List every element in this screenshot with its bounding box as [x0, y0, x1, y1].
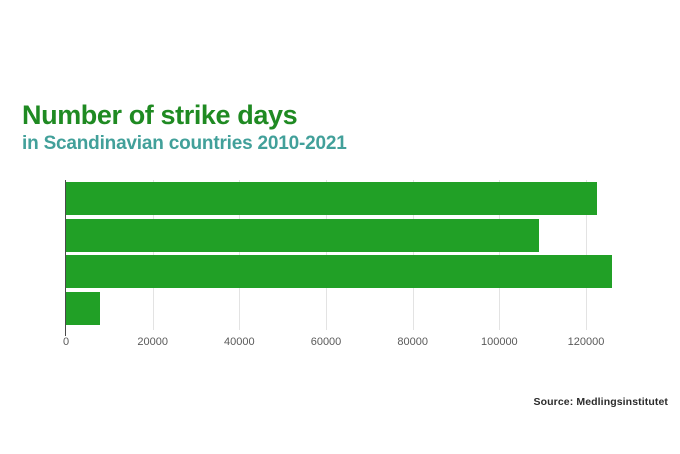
- x-tick-label: 40000: [224, 336, 255, 348]
- bar-norway[interactable]: [66, 255, 612, 288]
- x-tick-label: 20000: [137, 336, 168, 348]
- bar-row: [66, 291, 651, 325]
- bar-finland[interactable]: [66, 182, 597, 215]
- x-tick-label: 60000: [310, 336, 342, 348]
- x-tick-label: 0: [62, 336, 70, 348]
- x-tick-label: 120000: [567, 336, 605, 348]
- bar-denmark[interactable]: [66, 218, 540, 252]
- x-tick-label: 80000: [397, 336, 428, 348]
- y-axis-line: [65, 180, 67, 336]
- bar-row: [66, 255, 651, 288]
- plot-area: FinlandDenmarkNorwaySweden 0200004000060…: [63, 180, 651, 348]
- bar-row: [66, 182, 651, 215]
- chart-subtitle: in Scandinavian countries 2010-2021: [22, 133, 347, 154]
- bar-sweden[interactable]: [66, 291, 100, 325]
- chart-header: Number of strike days in Scandinavian co…: [22, 100, 542, 156]
- bar-row: [66, 218, 651, 252]
- x-tick-label: 100000: [480, 336, 518, 348]
- chart-title: Number of strike days: [22, 100, 298, 130]
- source-note: Source: Medlingsinstitutet: [533, 396, 668, 408]
